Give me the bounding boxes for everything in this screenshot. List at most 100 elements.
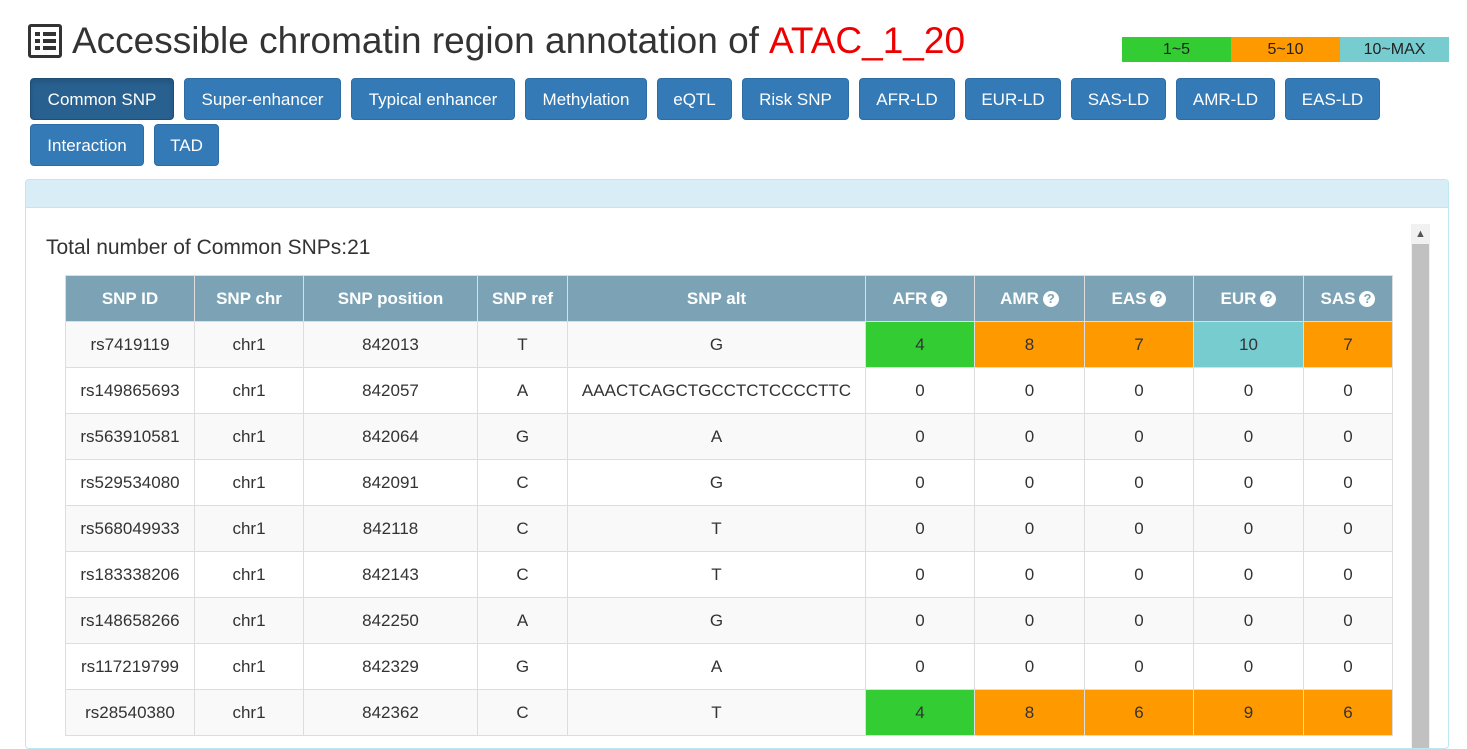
table-cell-sas: 0 <box>1303 413 1393 460</box>
table-cell-afr: 0 <box>865 413 975 460</box>
legend-mid: 5~10 <box>1231 37 1340 62</box>
table-row: rs7419119 chr1 842013 T G 4 8 7 10 7 <box>65 321 1393 368</box>
table-cell-amr: 0 <box>974 505 1085 552</box>
table-cell-eas: 0 <box>1084 367 1194 414</box>
table-cell-snp-position: 842064 <box>303 413 478 460</box>
table-cell-amr: 0 <box>974 413 1085 460</box>
table-cell-eur: 0 <box>1193 597 1304 644</box>
col-snp-ref[interactable]: SNP ref <box>477 275 568 322</box>
scrollbar-thumb[interactable] <box>1412 244 1429 748</box>
region-id: ATAC_1_20 <box>768 20 966 61</box>
table-cell-snp-chr: chr1 <box>194 689 304 736</box>
table-cell-afr: 4 <box>865 689 975 736</box>
legend-low: 1~5 <box>1122 37 1231 62</box>
vertical-scrollbar[interactable]: ▲ <box>1411 224 1430 748</box>
question-circle-icon[interactable]: ? <box>1042 290 1059 307</box>
table-cell-eas: 7 <box>1084 321 1194 368</box>
table-cell-afr: 0 <box>865 367 975 414</box>
table-cell-snp-alt: AAACTCAGCTGCCTCTCCCCTTC <box>567 367 866 414</box>
table-cell-eur: 0 <box>1193 459 1304 506</box>
table-cell-snp-ref: T <box>477 321 568 368</box>
table-cell-eur: 9 <box>1193 689 1304 736</box>
table-cell-sas: 0 <box>1303 459 1393 506</box>
table-cell-snp-ref: A <box>477 367 568 414</box>
tab-eur-ld[interactable]: EUR-LD <box>965 78 1061 120</box>
table-cell-snp-alt: T <box>567 505 866 552</box>
tab-risk-snp[interactable]: Risk SNP <box>742 78 849 120</box>
col-snp-id[interactable]: SNP ID <box>65 275 195 322</box>
table-cell-afr: 4 <box>865 321 975 368</box>
table-cell-snp-ref: C <box>477 505 568 552</box>
tab-eas-ld[interactable]: EAS-LD <box>1285 78 1380 120</box>
table-cell-snp-chr: chr1 <box>194 597 304 644</box>
table-cell-afr: 0 <box>865 505 975 552</box>
table-row: rs117219799 chr1 842329 G A 0 0 0 0 0 <box>65 643 1393 690</box>
table-cell-eas: 0 <box>1084 551 1194 598</box>
table-cell-snp-ref: G <box>477 643 568 690</box>
page-header: Accessible chromatin region annotation o… <box>28 18 965 64</box>
table-cell-eur: 10 <box>1193 321 1304 368</box>
table-cell-snp-id: rs568049933 <box>65 505 195 552</box>
table-cell-snp-alt: G <box>567 321 866 368</box>
question-circle-icon[interactable]: ? <box>1150 290 1167 307</box>
col-amr[interactable]: AMR? <box>974 275 1085 322</box>
table-cell-snp-alt: G <box>567 459 866 506</box>
table-cell-snp-chr: chr1 <box>194 505 304 552</box>
col-eas[interactable]: EAS? <box>1084 275 1194 322</box>
tab-amr-ld[interactable]: AMR-LD <box>1176 78 1275 120</box>
table-cell-snp-position: 842362 <box>303 689 478 736</box>
table-cell-sas: 0 <box>1303 551 1393 598</box>
table-body: rs7419119 chr1 842013 T G 4 8 7 10 7 rs149865693 ch… <box>65 321 1393 736</box>
table-cell-snp-alt: T <box>567 689 866 736</box>
table-cell-snp-position: 842118 <box>303 505 478 552</box>
col-snp-position[interactable]: SNP position <box>303 275 478 322</box>
table-cell-snp-ref: C <box>477 689 568 736</box>
tab-eqtl[interactable]: eQTL <box>657 78 732 120</box>
list-alt-icon <box>28 24 62 58</box>
question-circle-icon[interactable]: ? <box>931 290 948 307</box>
panel-heading <box>26 180 1448 208</box>
table-row: rs148658266 chr1 842250 A G 0 0 0 0 0 <box>65 597 1393 644</box>
scroll-up-arrow-icon[interactable]: ▲ <box>1415 228 1426 240</box>
table-row: rs568049933 chr1 842118 C T 0 0 0 0 0 <box>65 505 1393 552</box>
col-eur[interactable]: EUR? <box>1193 275 1304 322</box>
tab-interaction[interactable]: Interaction <box>30 124 144 166</box>
tab-tad[interactable]: TAD <box>154 124 219 166</box>
col-snp-chr[interactable]: SNP chr <box>194 275 304 322</box>
table-cell-snp-position: 842250 <box>303 597 478 644</box>
table-header-row: SNP ID SNP chr SNP position SNP ref SNP … <box>65 275 1393 322</box>
tab-methylation[interactable]: Methylation <box>525 78 647 120</box>
table-cell-eur: 0 <box>1193 367 1304 414</box>
tab-afr-ld[interactable]: AFR-LD <box>859 78 955 120</box>
table-cell-snp-alt: T <box>567 551 866 598</box>
table-cell-eas: 0 <box>1084 459 1194 506</box>
table-cell-snp-ref: G <box>477 413 568 460</box>
question-circle-icon[interactable]: ? <box>1260 290 1277 307</box>
col-sas[interactable]: SAS? <box>1303 275 1393 322</box>
col-snp-alt[interactable]: SNP alt <box>567 275 866 322</box>
table-cell-snp-id: rs7419119 <box>65 321 195 368</box>
table-row: rs529534080 chr1 842091 C G 0 0 0 0 0 <box>65 459 1393 506</box>
table-row: rs563910581 chr1 842064 G A 0 0 0 0 0 <box>65 413 1393 460</box>
table-cell-amr: 0 <box>974 643 1085 690</box>
table-cell-eur: 0 <box>1193 413 1304 460</box>
table-cell-snp-position: 842143 <box>303 551 478 598</box>
legend-high: 10~MAX <box>1340 37 1449 62</box>
tab-common-snp[interactable]: Common SNP <box>30 78 174 120</box>
table-cell-snp-id: rs529534080 <box>65 459 195 506</box>
question-circle-icon[interactable]: ? <box>1359 290 1376 307</box>
tab-typical-enhancer[interactable]: Typical enhancer <box>351 78 515 120</box>
table-cell-eur: 0 <box>1193 505 1304 552</box>
table-cell-snp-position: 842013 <box>303 321 478 368</box>
col-afr[interactable]: AFR? <box>865 275 975 322</box>
table-cell-snp-ref: A <box>477 597 568 644</box>
table-cell-sas: 0 <box>1303 643 1393 690</box>
table-cell-snp-chr: chr1 <box>194 321 304 368</box>
table-cell-snp-chr: chr1 <box>194 643 304 690</box>
tab-sas-ld[interactable]: SAS-LD <box>1071 78 1166 120</box>
table-row: rs28540380 chr1 842362 C T 4 8 6 9 6 <box>65 689 1393 736</box>
tab-super-enhancer[interactable]: Super-enhancer <box>184 78 341 120</box>
table-cell-eas: 0 <box>1084 597 1194 644</box>
table-cell-sas: 0 <box>1303 597 1393 644</box>
table-cell-amr: 8 <box>974 321 1085 368</box>
